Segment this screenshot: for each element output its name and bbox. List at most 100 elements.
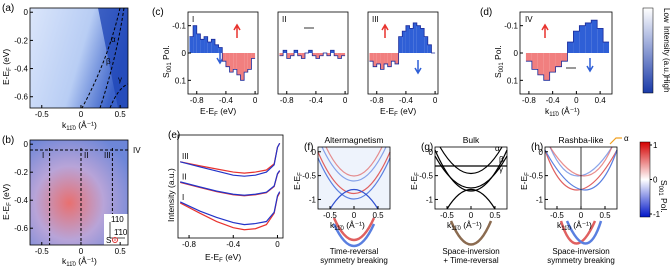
polarization-bar: [573, 31, 580, 53]
cut-label: I: [192, 15, 194, 24]
colorbar-tick-label: 0: [653, 176, 658, 185]
x-axis-label-part: k: [557, 220, 562, 230]
polarization-bar: [218, 47, 223, 53]
polarization-bar: [204, 36, 208, 53]
band-guide: [99, 7, 125, 109]
colorbar-label: S001 Pol.: [657, 180, 669, 213]
polarization-bar: [297, 53, 302, 56]
polarization-bar: [308, 50, 313, 53]
x-tick-label: -0.4: [219, 96, 233, 105]
polarization-bar: [579, 25, 586, 53]
polarization-bar: [394, 53, 399, 64]
polarization-bar: [420, 28, 425, 53]
x-axis-label-part: (Å⁻¹): [344, 220, 365, 230]
caption: + Time-reversal: [443, 256, 499, 265]
cut-label: II: [282, 15, 286, 24]
panel-label: (a): [2, 3, 14, 14]
spin-arrow: [233, 23, 241, 38]
x-axis-label-part: 11̄0: [451, 226, 461, 232]
band-label: γ: [499, 165, 503, 174]
cut-label: III: [104, 151, 111, 160]
inset-label: 110: [111, 215, 124, 224]
panel-label: (h): [531, 142, 543, 153]
cut-label: III: [372, 15, 379, 24]
y-axis-label: E-EF (eV): [1, 184, 13, 220]
colorbar-tick-label: -1: [653, 210, 661, 219]
polarization-bar: [525, 53, 532, 62]
x-axis-label: E-EF (eV): [380, 106, 416, 118]
polarization-bar: [312, 53, 316, 56]
y-axis-label: E-EF (eV): [1, 49, 13, 85]
polarization-bar: [537, 53, 544, 75]
x-tick-label: 0: [433, 96, 438, 105]
polarization-bar: [196, 33, 201, 53]
x-tick-label: 0: [275, 240, 280, 249]
colorbar-label-part: Pol.: [659, 196, 669, 213]
polarization-colorbar: [639, 141, 651, 218]
x-tick-label: 0.5: [115, 110, 127, 119]
spin-arrow: [414, 60, 422, 75]
polarization-bar: [376, 53, 381, 64]
panel-label: (f): [304, 142, 313, 153]
x-axis-label-part: E-E: [380, 106, 395, 116]
x-tick-label: 0.4: [595, 96, 607, 105]
y-axis-label: S001 Pol.: [493, 45, 505, 78]
polarization-outline: [525, 19, 610, 81]
y-axis-label-part: F: [415, 172, 421, 176]
panel-label: (b): [2, 135, 14, 146]
x-axis-label: E-EF (eV): [200, 106, 236, 118]
y-tick-label: -0.6: [14, 224, 28, 233]
panel-label: (e): [168, 130, 180, 141]
polarization-bar: [244, 53, 248, 73]
y-axis-label-part: F: [298, 172, 304, 176]
caption: symmetry breaking: [547, 256, 615, 265]
y-tick-label: 0.1: [175, 76, 187, 85]
x-axis-label: k11̄0 (Å⁻¹): [447, 220, 482, 232]
y-axis-label-part: 001: [167, 62, 173, 73]
band-label: α: [111, 35, 116, 44]
y-axis-label-part: F: [7, 202, 13, 206]
x-tick-label: -0.8: [190, 96, 204, 105]
spin-arrow: [381, 23, 389, 38]
polarization-bar: [211, 39, 215, 53]
polarization-bar: [398, 36, 403, 53]
y-tick-label: 0: [514, 49, 519, 58]
y-tick-label: 0: [429, 148, 434, 157]
x-tick-label: -0.8: [280, 96, 294, 105]
polarization-bar: [326, 53, 331, 56]
x-axis-label-part: (Å⁻¹): [76, 256, 97, 266]
polarization-bar: [416, 25, 421, 53]
spin-arrow: [586, 58, 594, 73]
x-axis-label-part: E-E: [200, 106, 215, 116]
y-axis-label-part: 001: [499, 62, 505, 73]
polarization-bar: [233, 53, 237, 70]
x-tick-label: 0: [469, 211, 474, 220]
polarization-bar: [240, 53, 245, 81]
x-axis-label-part: k: [545, 106, 550, 116]
polarization-bar: [402, 31, 406, 53]
polarization-bar: [189, 36, 194, 53]
inset: [104, 214, 128, 245]
x-axis-label-part: (Å⁻¹): [461, 220, 482, 230]
x-axis-label-part: 11̄0: [66, 126, 76, 132]
y-axis-label: E-EF: [519, 172, 531, 190]
inset-label: S: [106, 236, 111, 245]
x-tick-label: -0.4: [309, 96, 323, 105]
x-tick-label: 0.5: [489, 211, 501, 220]
colorbar-label: Low: [662, 8, 670, 23]
polarization-bar: [229, 53, 234, 73]
polarization-bar: [222, 53, 226, 62]
polarization-bar: [200, 39, 205, 53]
x-tick-label: -0.4: [226, 240, 240, 249]
x-axis-label-part: (eV): [398, 106, 417, 116]
x-tick-label: 0.5: [372, 211, 384, 220]
spin-symbol: [112, 237, 118, 243]
band-label: α: [624, 134, 629, 143]
polarization-bar: [409, 28, 414, 53]
y-axis-label-part: E-E: [1, 71, 11, 86]
cut-label: IV: [133, 146, 141, 155]
y-tick-label: -0.4: [14, 65, 28, 74]
y-axis-label-part: F: [525, 172, 531, 176]
y-tick-label: -0.2: [14, 168, 28, 177]
